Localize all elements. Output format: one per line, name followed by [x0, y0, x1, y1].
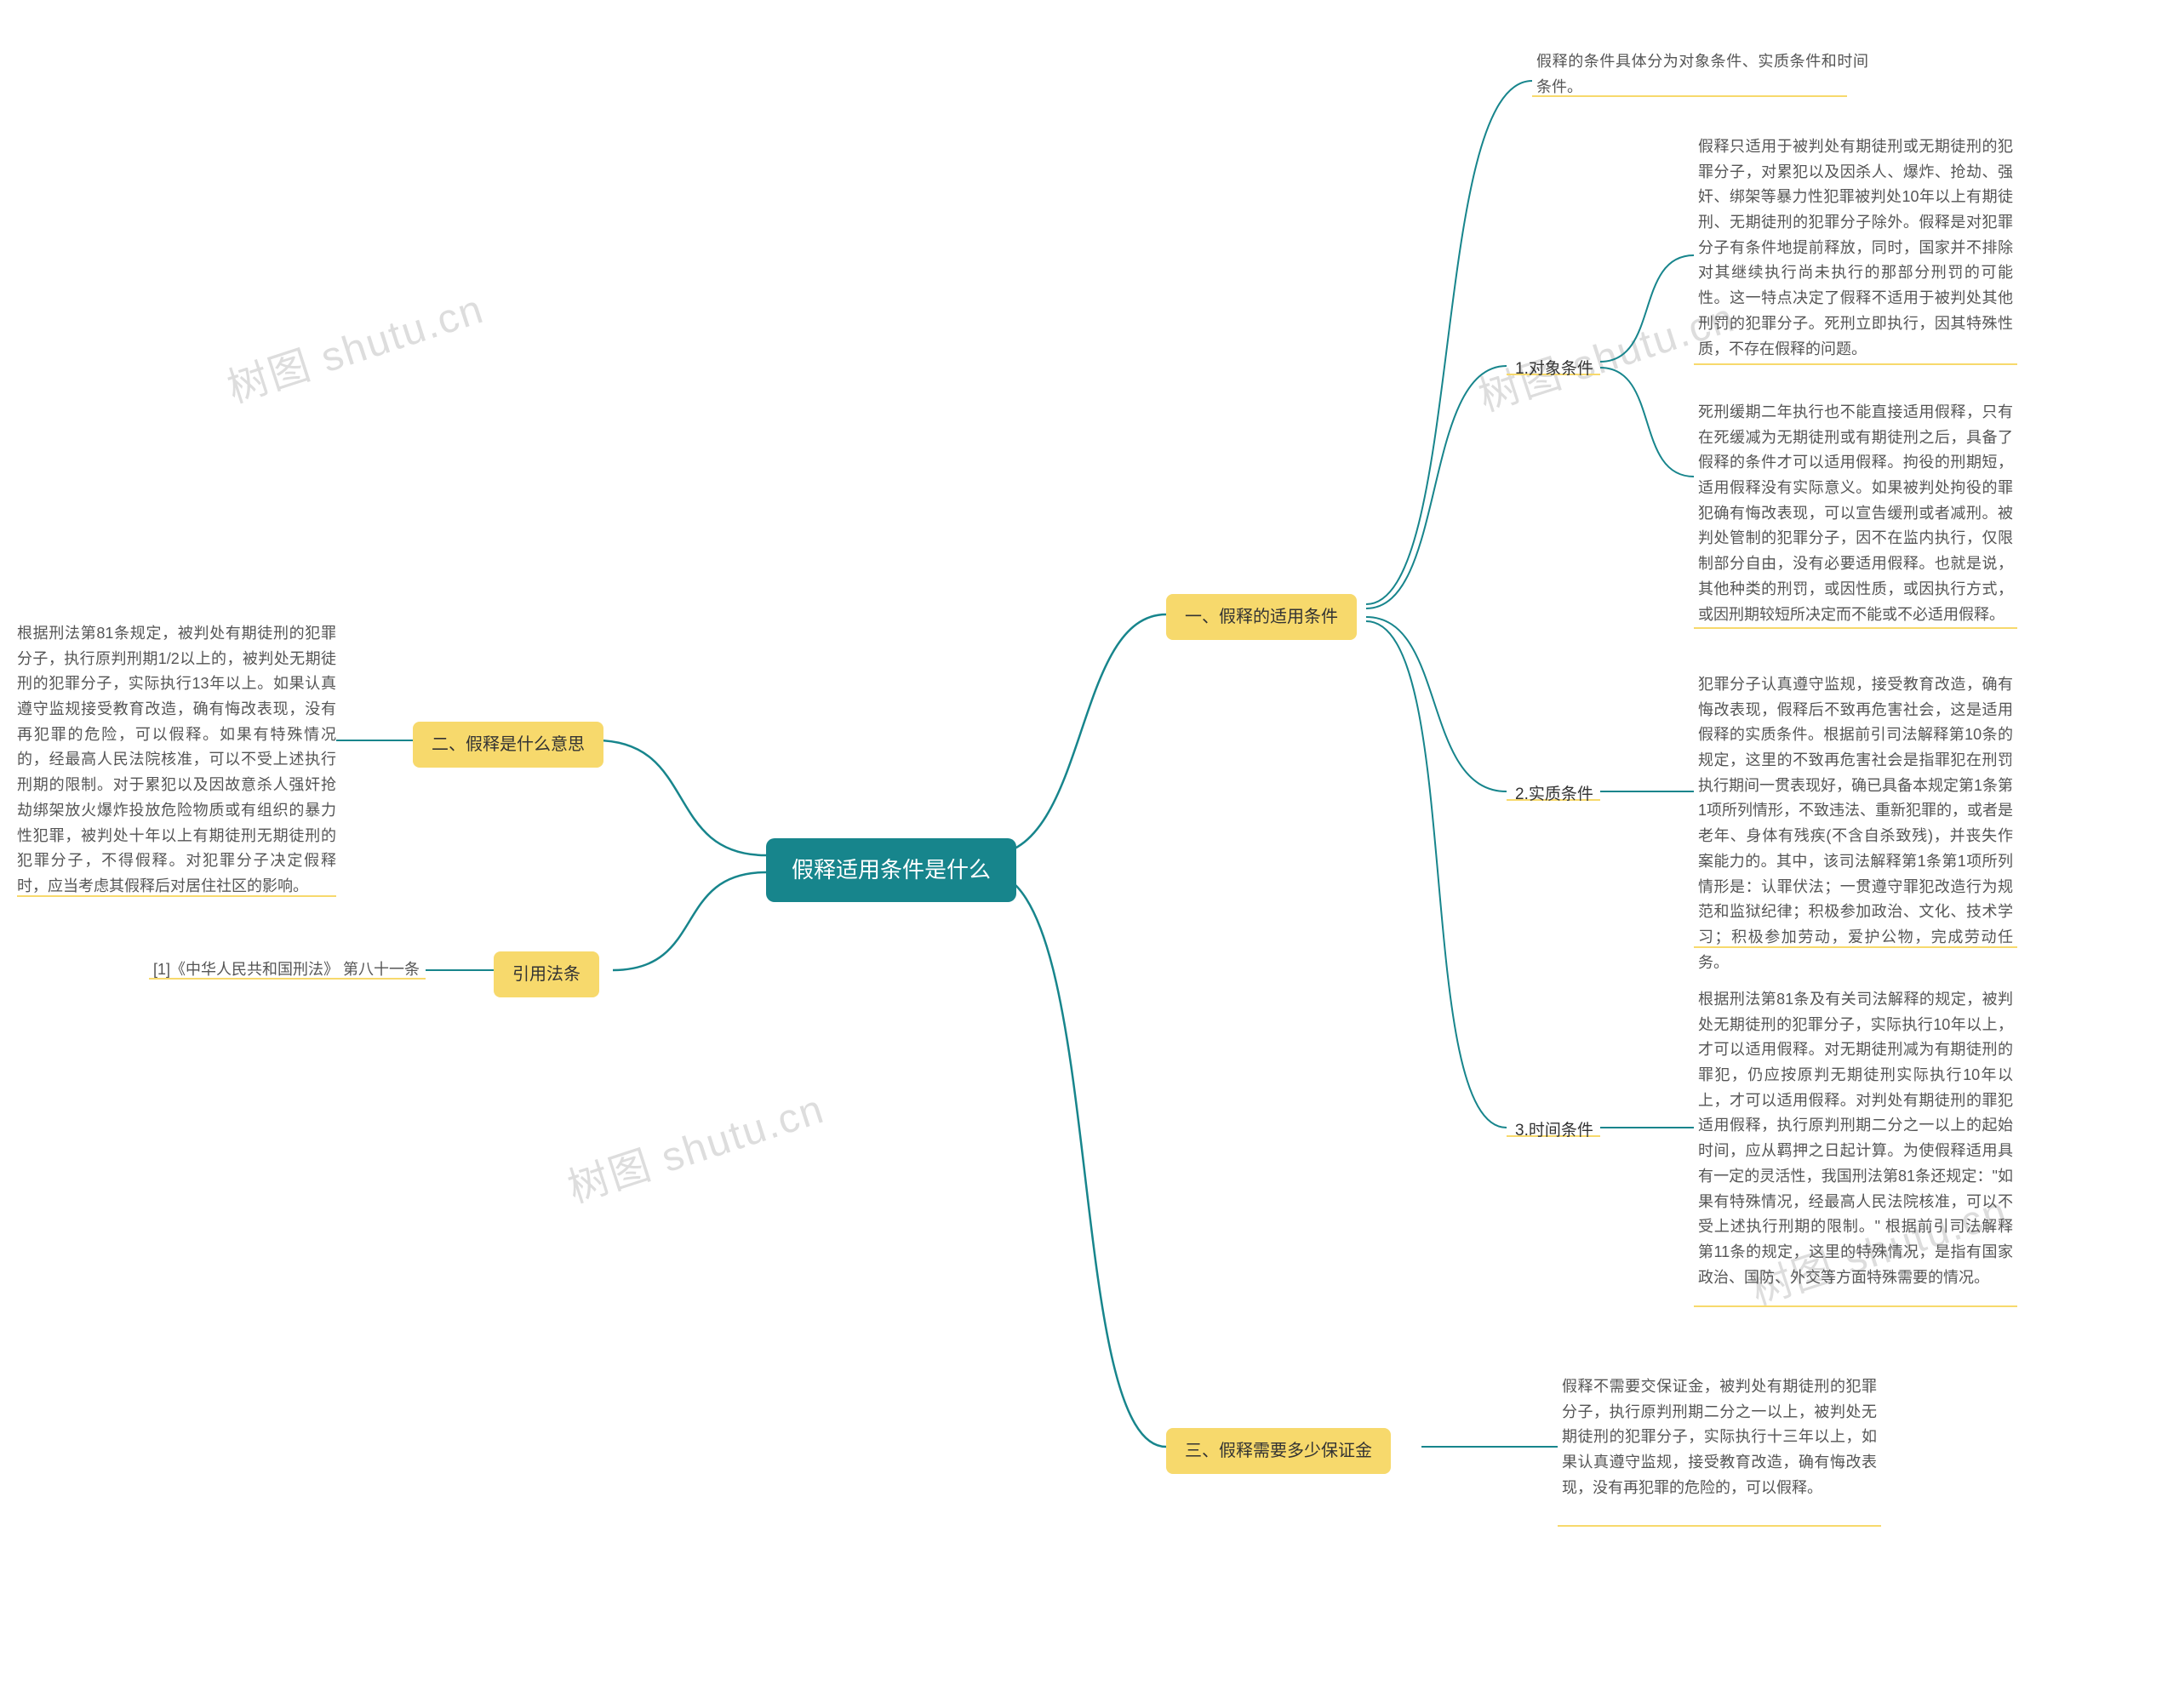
branch-deposit[interactable]: 三、假释需要多少保证金: [1166, 1428, 1391, 1474]
branch-conditions[interactable]: 一、假释的适用条件: [1166, 594, 1357, 640]
leaf-meaning: 根据刑法第81条规定，被判处有期徒刑的犯罪分子，执行原判刑期1/2以上的，被判处…: [17, 621, 336, 900]
branch-law-ref[interactable]: 引用法条: [494, 951, 599, 997]
leaf-deposit: 假释不需要交保证金，被判处有期徒刑的犯罪分子，执行原判刑期二分之一以上，被判处无…: [1562, 1374, 1877, 1500]
leaf-object-1: 假释只适用于被判处有期徒刑或无期徒刑的犯罪分子，对累犯以及因杀人、爆炸、抢劫、强…: [1698, 134, 2013, 362]
leaf-substance: 犯罪分子认真遵守监规，接受教育改造，确有悔改表现，假释后不致再危害社会，这是适用…: [1698, 672, 2013, 975]
sub-substance-cond[interactable]: 2.实质条件: [1515, 781, 1593, 804]
branch-meaning[interactable]: 二、假释是什么意思: [413, 722, 603, 768]
leaf-intro: 假释的条件具体分为对象条件、实质条件和时间条件。: [1536, 49, 1868, 100]
root-node[interactable]: 假释适用条件是什么: [766, 838, 1016, 902]
leaf-object-2: 死刑缓期二年执行也不能直接适用假释，只有在死缓减为无期徒刑或有期徒刑之后，具备了…: [1698, 400, 2013, 627]
sub-object-cond[interactable]: 1.对象条件: [1515, 356, 1593, 379]
watermark: 树图 shutu.cn: [219, 275, 490, 414]
leaf-time: 根据刑法第81条及有关司法解释的规定，被判处无期徒刑的犯罪分子，实际执行10年以…: [1698, 987, 2013, 1290]
sub-time-cond[interactable]: 3.时间条件: [1515, 1117, 1593, 1140]
leaf-law-ref: [1]《中华人民共和国刑法》 第八十一条: [153, 957, 420, 983]
watermark: 树图 shutu.cn: [559, 1075, 831, 1214]
